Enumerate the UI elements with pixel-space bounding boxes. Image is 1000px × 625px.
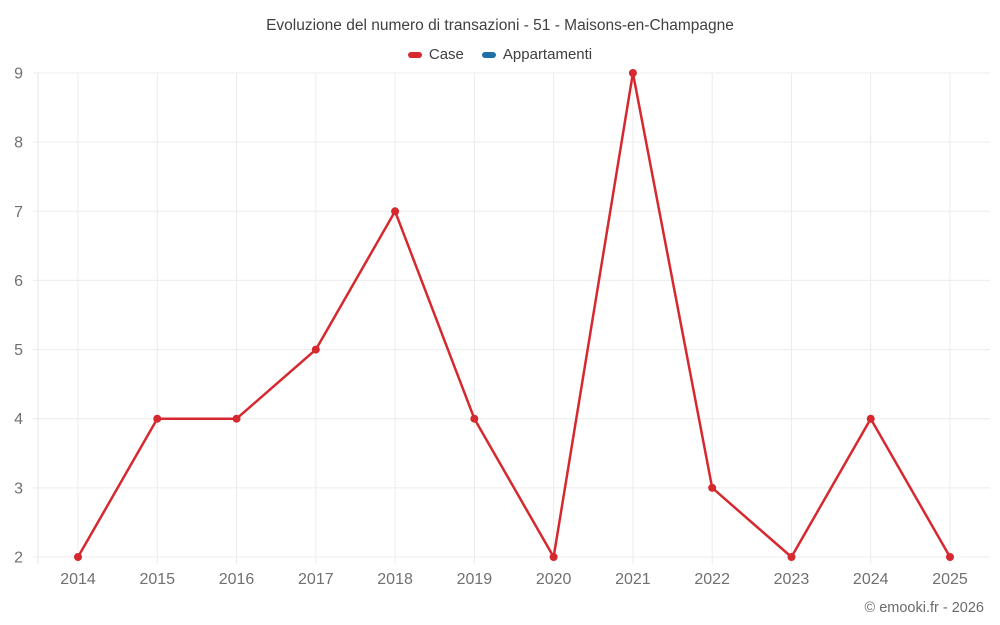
x-tick-label: 2025 (932, 571, 968, 588)
legend: Case Appartamenti (0, 46, 1000, 63)
data-point-case-2014[interactable] (74, 553, 82, 561)
data-point-case-2019[interactable] (470, 414, 479, 423)
y-tick-label: 2 (14, 550, 23, 567)
legend-item-case[interactable]: Case (407, 46, 464, 63)
data-point-case-2023[interactable] (787, 553, 796, 561)
case-series-swatch-icon (407, 51, 422, 58)
x-tick-label: 2023 (774, 571, 810, 588)
appartamenti-series-swatch-icon (481, 51, 496, 58)
y-tick-label: 8 (14, 135, 23, 152)
y-tick-label: 9 (14, 66, 23, 83)
chart-title: Evoluzione del numero di transazioni - 5… (266, 17, 734, 34)
x-tick-label: 2020 (536, 571, 572, 588)
data-point-case-2025[interactable] (946, 553, 954, 561)
x-tick-label: 2017 (298, 571, 334, 588)
x-tick-label: 2021 (615, 571, 651, 588)
x-tick-label: 2018 (377, 571, 413, 588)
data-point-case-2020[interactable] (549, 553, 558, 561)
y-tick-label: 5 (14, 342, 23, 359)
legend-label-case: Case (428, 46, 464, 63)
legend-item-appartamenti[interactable]: Appartamenti (481, 46, 593, 63)
y-tick-label: 7 (14, 204, 23, 221)
data-point-case-2015[interactable] (153, 414, 162, 423)
x-tick-label: 2016 (219, 571, 255, 588)
data-point-case-2016[interactable] (232, 414, 241, 423)
x-tick-label: 2024 (853, 571, 889, 588)
data-point-case-2017[interactable] (311, 345, 320, 354)
x-tick-label: 2019 (457, 571, 493, 588)
data-point-case-2024[interactable] (866, 414, 875, 423)
y-tick-label: 3 (14, 480, 23, 497)
legend-label-appartamenti: Appartamenti (502, 46, 593, 63)
series-line-case (76, 71, 952, 559)
x-tick-label: 2015 (139, 571, 175, 588)
copyright: © emooki.fr - 2026 (864, 600, 984, 616)
data-point-case-2018[interactable] (391, 207, 400, 216)
y-tick-label: 4 (14, 411, 23, 428)
x-tick-label: 2022 (694, 571, 730, 588)
data-point-case-2022[interactable] (708, 483, 717, 492)
data-point-case-2021[interactable] (628, 69, 637, 77)
x-tick-label: 2014 (60, 571, 96, 588)
y-tick-label: 6 (14, 273, 23, 290)
